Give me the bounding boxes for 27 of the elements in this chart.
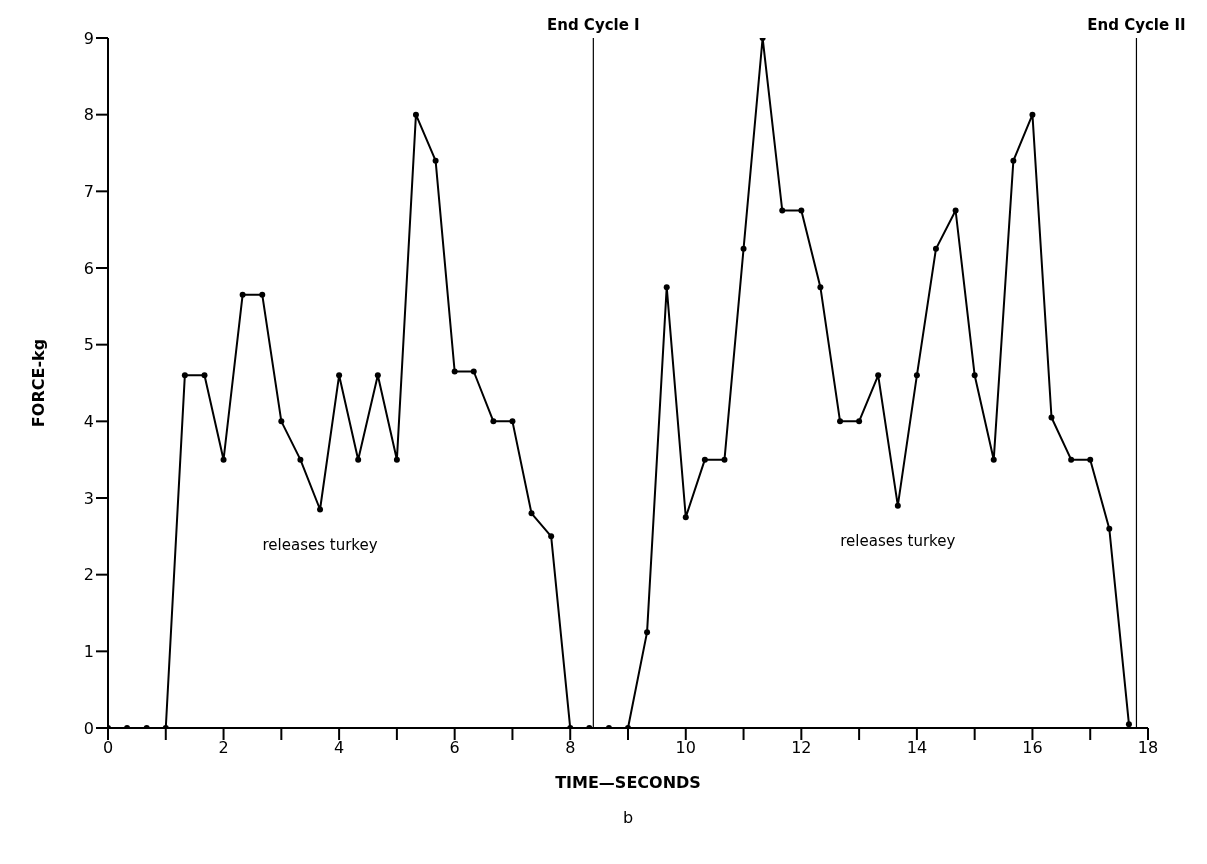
x-tick-label: 8	[565, 738, 576, 758]
x-axis-title: TIME—SECONDS	[555, 773, 701, 792]
y-tick-label: 0	[83, 718, 94, 738]
annotation: releases turkey	[840, 532, 956, 551]
x-tick-label: 14	[906, 738, 928, 758]
x-tick-label: 6	[449, 738, 460, 758]
y-tick-label: 1	[83, 642, 94, 662]
y-tick-label: 7	[83, 182, 94, 202]
text: b	[621, 808, 635, 827]
x-tick-label: 16	[1022, 738, 1043, 758]
y-tick-label: 2	[83, 565, 94, 585]
annotation: releases turkey	[262, 536, 378, 555]
x-tick-label: 4	[334, 738, 345, 758]
ref-line-label: End Cycle II	[1087, 16, 1186, 34]
x-tick-label: 0	[102, 738, 114, 758]
y-tick-label: 3	[83, 488, 94, 508]
x-tick-label: 12	[791, 738, 812, 758]
y-tick-label: 9	[83, 28, 94, 48]
x-tick-label: 10	[675, 738, 696, 758]
x-tick-label: 2	[218, 738, 229, 758]
ref-line-label: End Cycle I	[546, 16, 640, 34]
y-tick-label: 6	[83, 258, 94, 278]
y-tick-label: 4	[83, 412, 94, 432]
x-tick-label: 18	[1137, 738, 1159, 758]
y-axis-title: FORCE-kg	[28, 338, 48, 428]
y-tick-label: 5	[83, 335, 94, 355]
y-tick-label: 8	[83, 105, 94, 125]
